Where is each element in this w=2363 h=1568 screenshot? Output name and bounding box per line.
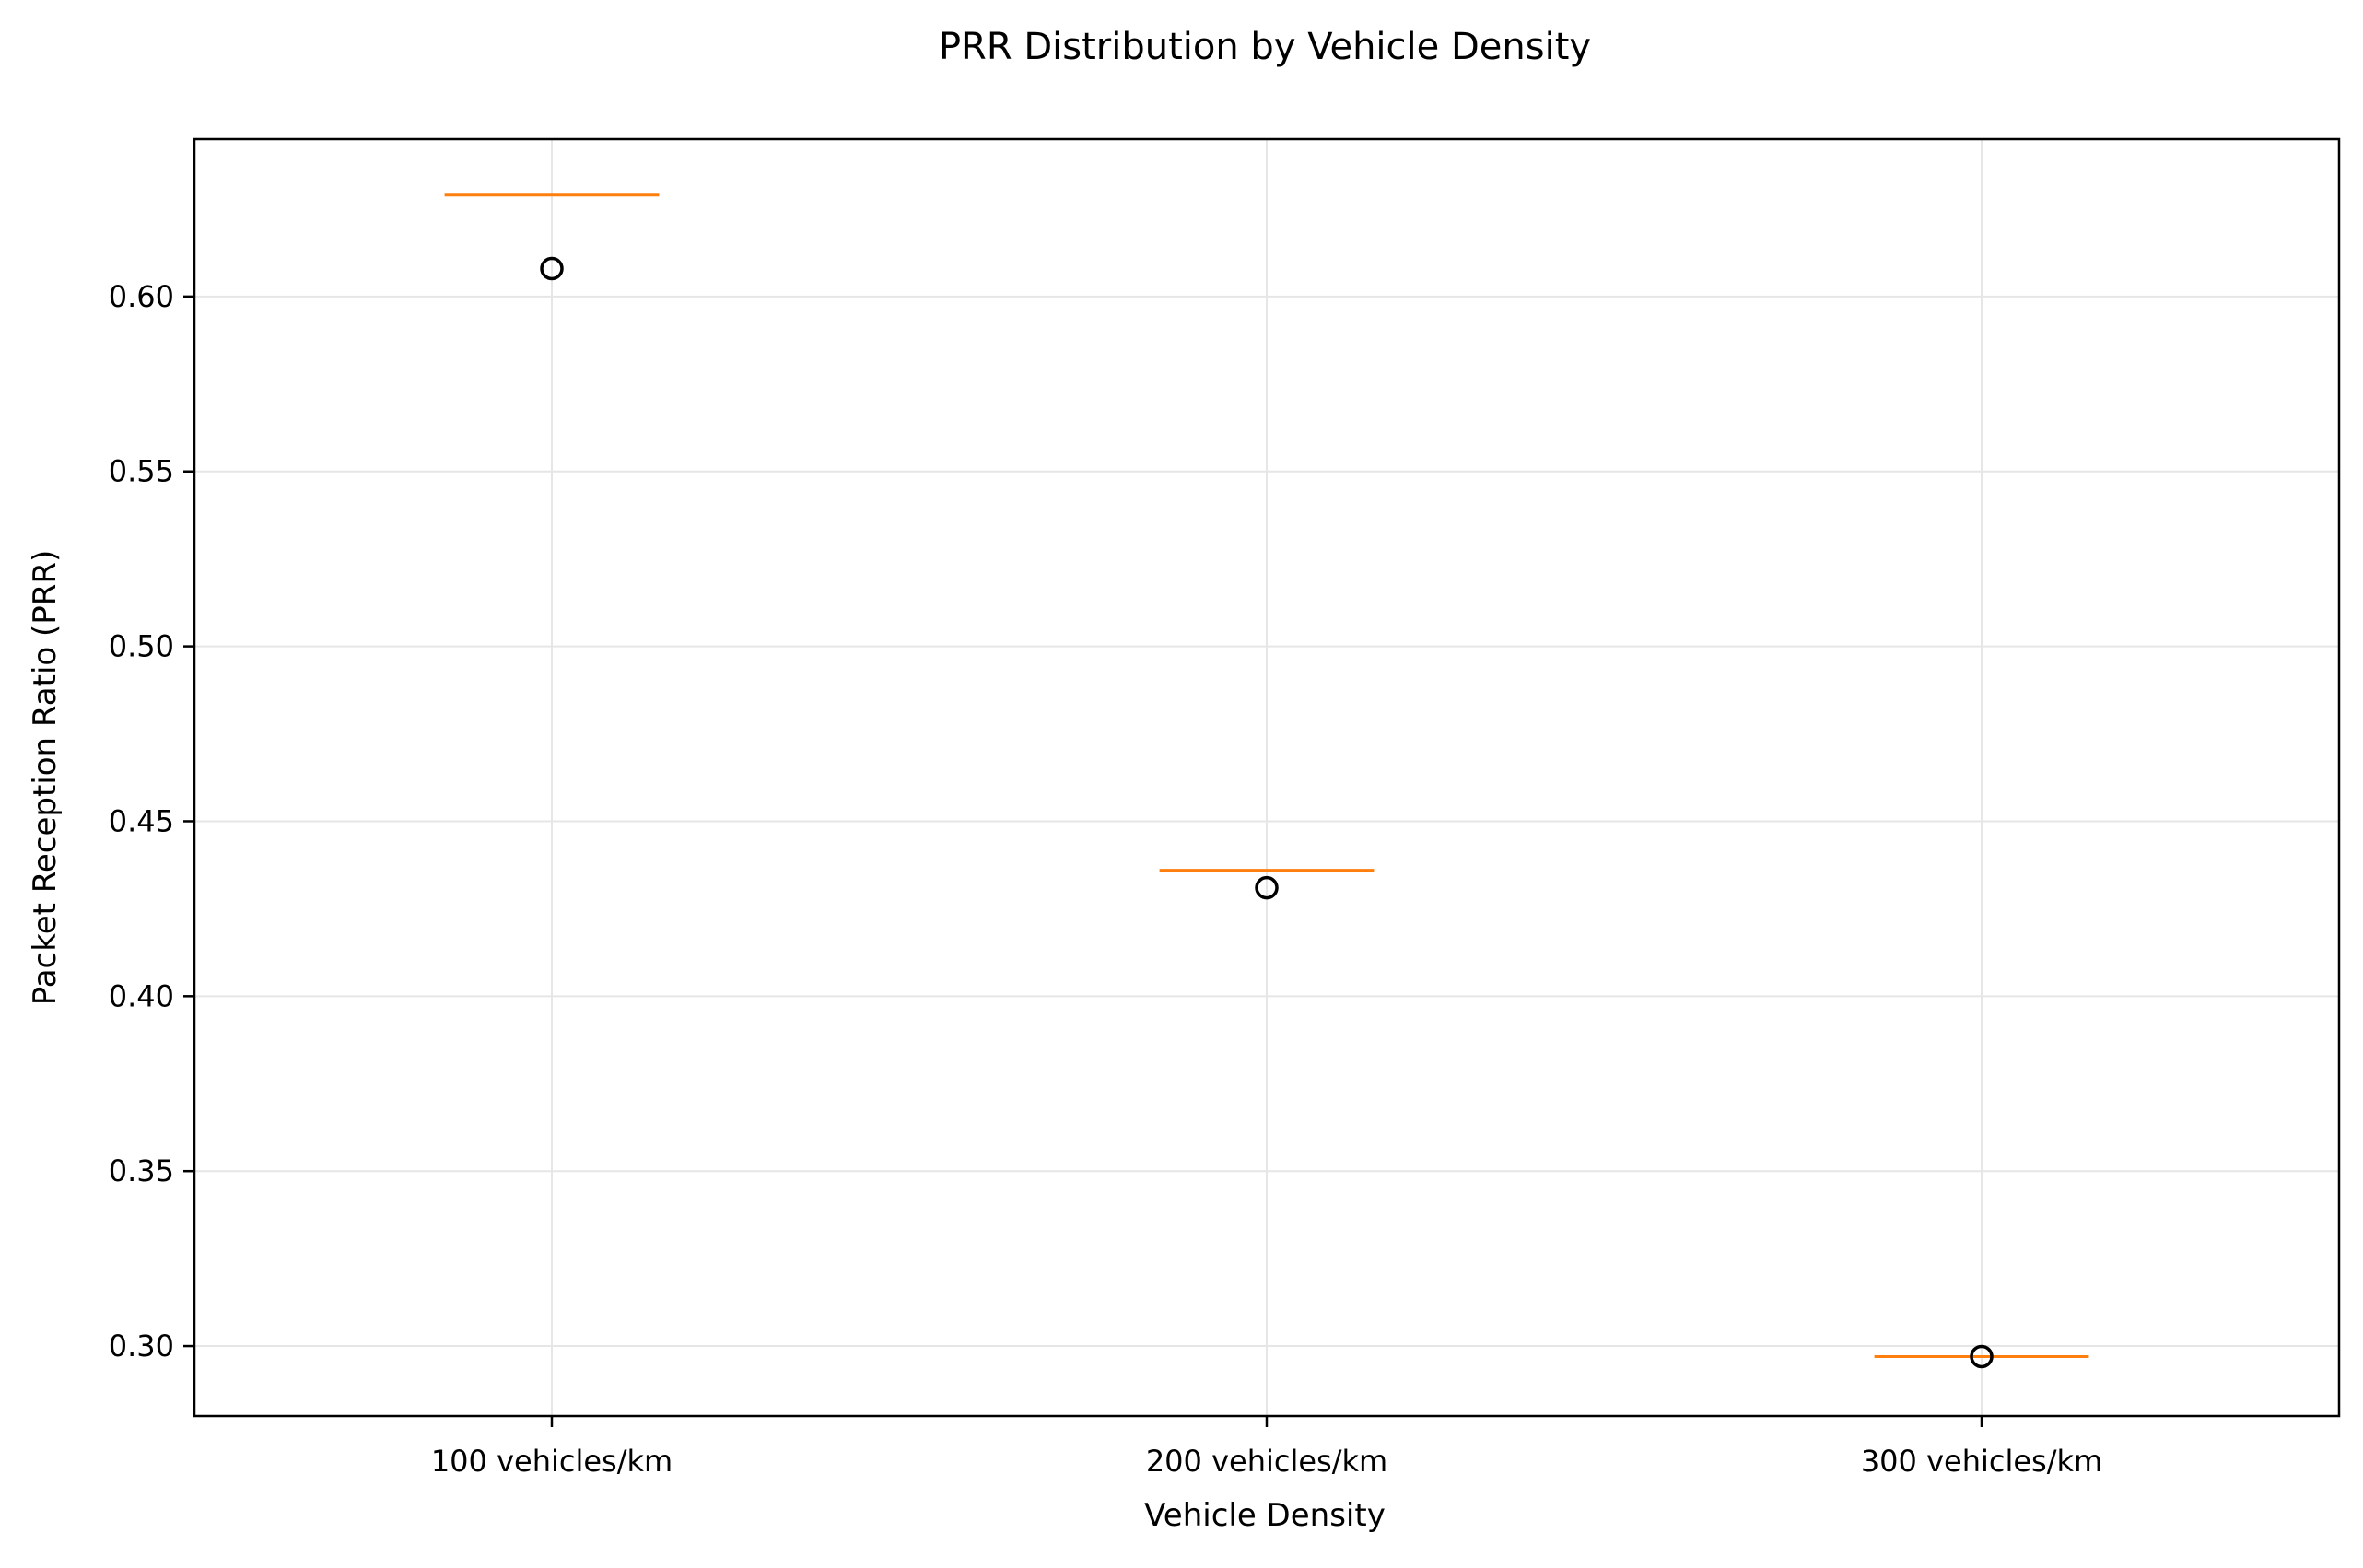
y-tick-label: 0.30 (109, 1328, 174, 1363)
chart-title: PRR Distribution by Vehicle Density (939, 26, 1591, 68)
outlier-point (1255, 875, 1279, 900)
y-tick-label: 0.55 (109, 454, 174, 489)
outlier-point (1970, 1344, 1994, 1369)
grid-layer (194, 139, 2339, 1416)
marks-layer (444, 193, 2089, 1369)
y-tick-label: 0.60 (109, 279, 174, 314)
y-tick-label: 0.40 (109, 978, 174, 1013)
x-tick-label: 200 vehicles/km (1146, 1444, 1387, 1479)
x-axis-label: Vehicle Density (1144, 1497, 1386, 1534)
ticks-layer: 0.30 0.35 0.40 0.45 0.50 0.55 0.60 100 vehicles… (109, 279, 2102, 1479)
y-tick-label: 0.35 (109, 1153, 174, 1188)
x-tick-label: 300 vehicles/km (1861, 1444, 2102, 1479)
y-tick-label: 0.50 (109, 629, 174, 664)
y-tick-label: 0.45 (109, 803, 174, 838)
y-axis-label: Packet Reception Ratio (PRR) (27, 550, 64, 1006)
outlier-point (540, 256, 564, 281)
x-tick-label: 100 vehicles/km (431, 1444, 673, 1479)
